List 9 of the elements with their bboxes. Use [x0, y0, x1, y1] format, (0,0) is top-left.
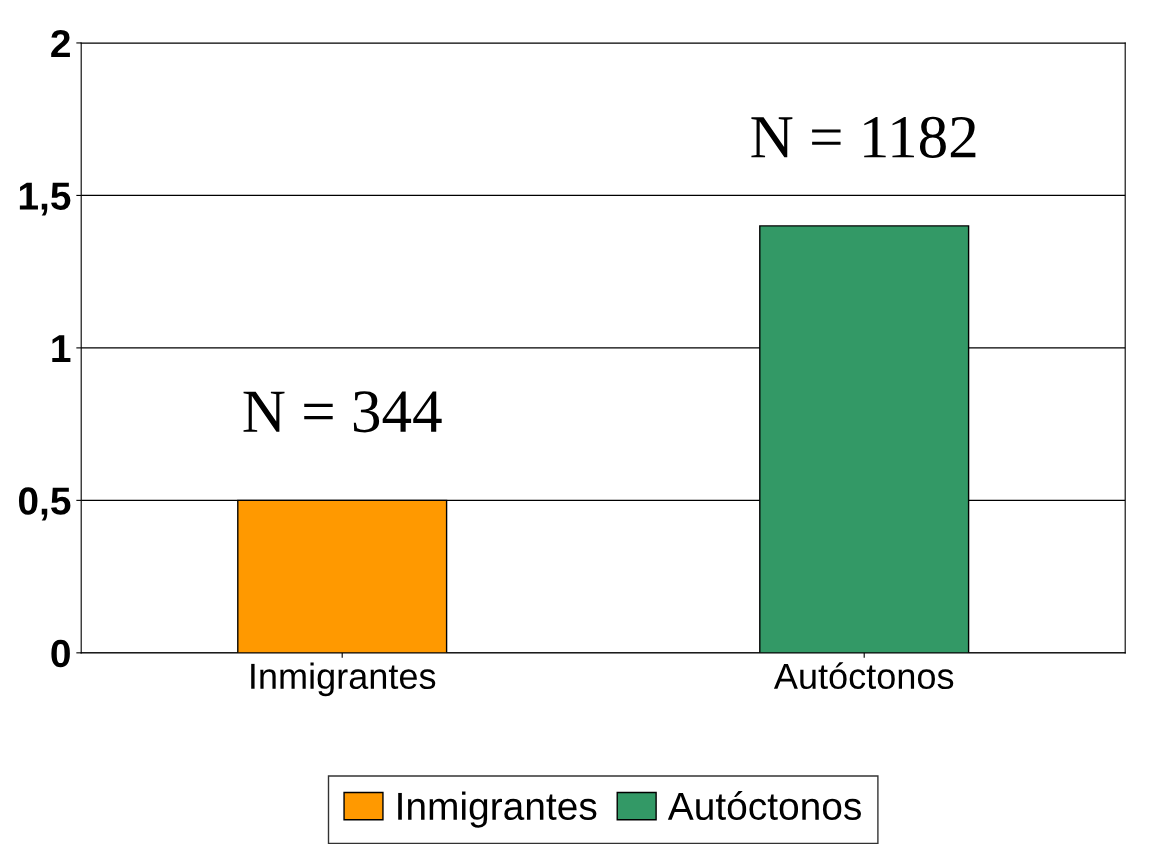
y-tick-label: 1 [52, 335, 71, 362]
y-tick-label: 1,5 [19, 182, 71, 216]
legend-label: Autóctonos [667, 791, 861, 821]
y-tick-label: 0,5 [18, 487, 71, 521]
y-tick-label: 2 [51, 29, 70, 58]
annotation: N = 344 [243, 391, 442, 433]
y-tick-label: 0 [51, 639, 70, 668]
annotation: N = 1182 [751, 116, 976, 158]
legend-label: Inmigrantes [398, 791, 597, 828]
